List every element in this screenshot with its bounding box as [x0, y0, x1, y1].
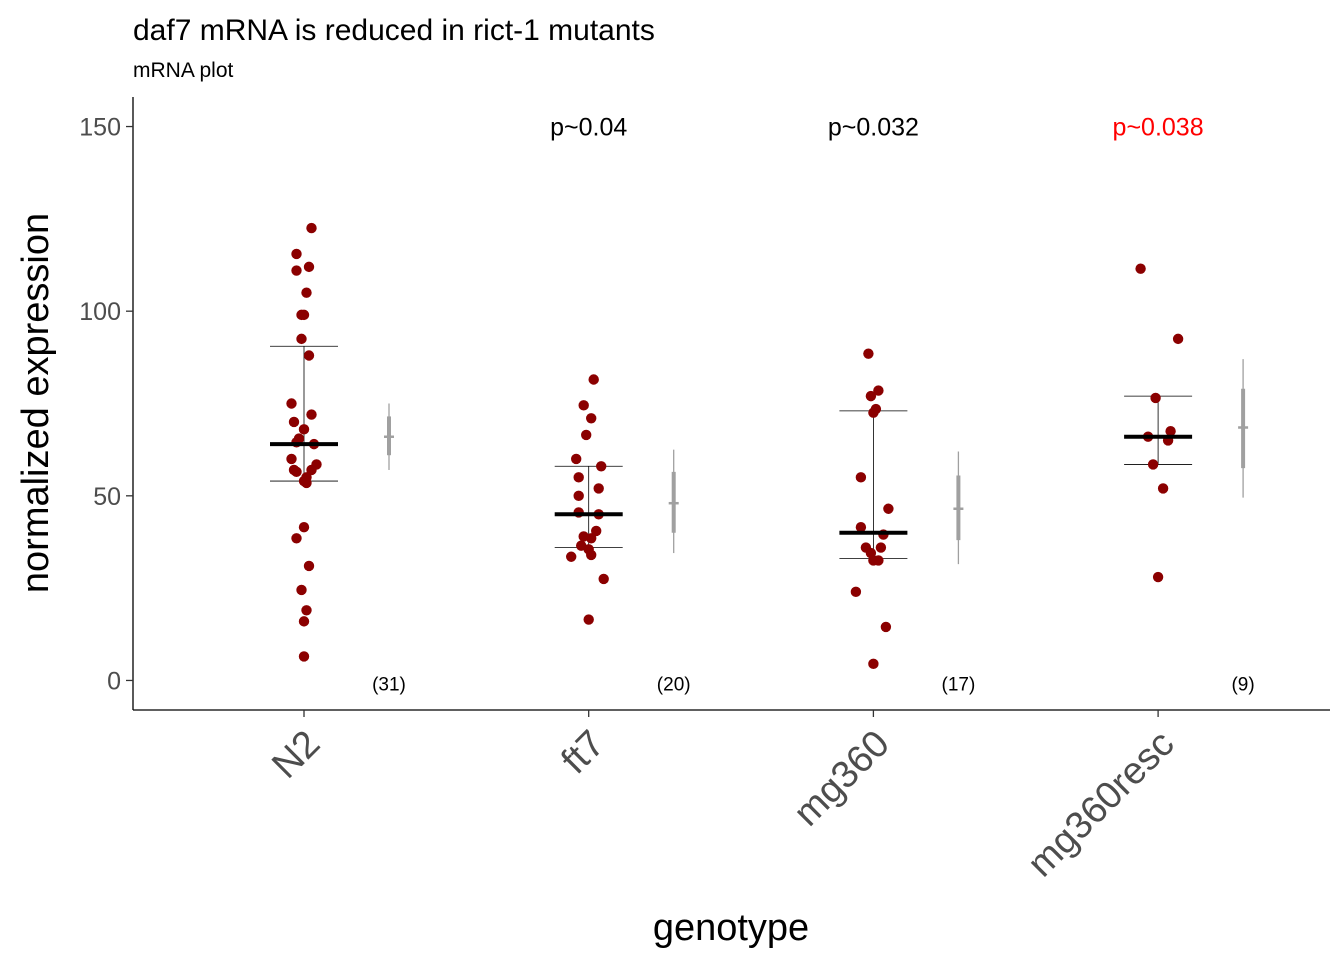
data-point	[291, 533, 302, 544]
x-tick-label: mg360resc	[1020, 723, 1183, 886]
y-tick-label: 0	[107, 667, 121, 695]
data-point	[298, 309, 310, 321]
data-point	[873, 555, 884, 566]
data-point	[288, 416, 300, 428]
data-point	[868, 658, 879, 670]
x-axis-title: genotype	[653, 907, 809, 949]
data-point	[591, 525, 602, 537]
data-point	[286, 398, 297, 409]
data-point	[566, 551, 577, 562]
data-point	[1157, 483, 1169, 494]
data-point	[578, 400, 589, 411]
data-point	[583, 614, 594, 625]
n-label: (31)	[372, 674, 406, 695]
n-label: (20)	[657, 674, 691, 695]
chart-title: daf7 mRNA is reduced in rict-1 mutants	[133, 14, 655, 47]
data-point	[596, 461, 607, 472]
data-point	[296, 584, 307, 596]
data-point	[303, 560, 315, 572]
data-point	[1150, 392, 1161, 404]
data-point	[1165, 425, 1176, 437]
data-point	[855, 522, 867, 533]
data-point	[298, 616, 310, 627]
data-point	[1147, 459, 1159, 470]
data-point	[1152, 571, 1164, 583]
y-tick-label: 100	[79, 298, 121, 326]
data-point	[301, 287, 312, 298]
data-point	[286, 453, 297, 465]
data-point	[873, 385, 884, 396]
data-point	[573, 490, 584, 502]
data-point	[865, 390, 877, 402]
data-point	[291, 265, 302, 276]
data-point	[301, 477, 312, 489]
y-axis-ticks: 0 50 100 150	[79, 114, 133, 695]
data-point	[868, 407, 879, 418]
data-point	[301, 605, 312, 616]
group-mg360: (17) p~0.032	[828, 114, 975, 696]
x-tick-label: ft7	[553, 723, 613, 783]
chart-subtitle: mRNA plot	[133, 59, 234, 82]
data-point	[291, 466, 302, 478]
data-point	[298, 651, 310, 662]
y-tick-label: 50	[93, 483, 121, 511]
data-point	[588, 374, 599, 385]
data-point	[850, 586, 862, 598]
x-axis-ticks: N2 ft7 mg360 mg360resc	[264, 710, 1182, 885]
data-point	[598, 573, 609, 585]
n-label: (17)	[942, 674, 976, 695]
data-point	[593, 483, 604, 494]
n-label: (9)	[1231, 674, 1254, 695]
y-axis-title: normalized expression	[15, 213, 57, 593]
p-value-label: p~0.038	[1113, 114, 1204, 142]
data-point	[306, 222, 317, 234]
data-point	[863, 348, 874, 359]
group-mg360resc: (9) p~0.038	[1113, 114, 1255, 696]
data-point	[291, 248, 302, 260]
data-point	[1135, 263, 1146, 274]
data-point	[306, 464, 317, 476]
data-point	[883, 503, 894, 514]
data-point	[875, 542, 887, 553]
data-point	[880, 621, 892, 633]
data-point	[855, 472, 867, 483]
data-point	[573, 472, 584, 483]
p-value-label: p~0.04	[550, 114, 627, 142]
data-point	[298, 424, 310, 435]
data-point	[571, 453, 582, 465]
y-tick-label: 150	[79, 114, 121, 142]
data-point	[303, 350, 315, 361]
data-point	[581, 429, 592, 441]
data-point	[298, 522, 310, 533]
data-point	[303, 261, 315, 273]
data-point	[1172, 333, 1184, 345]
plot-area: (31) (20) p~0.04 (17) p~0.032 (9) p~0.038	[270, 114, 1255, 696]
group-N2: (31)	[270, 222, 406, 695]
x-tick-label: N2	[264, 723, 328, 787]
data-point	[586, 549, 597, 561]
data-point	[296, 333, 307, 345]
p-value-label: p~0.032	[828, 114, 919, 142]
data-point	[586, 413, 597, 424]
x-tick-label: mg360	[786, 723, 898, 835]
data-point	[306, 409, 317, 420]
group-ft7: (20) p~0.04	[550, 114, 690, 696]
data-point	[586, 533, 597, 544]
